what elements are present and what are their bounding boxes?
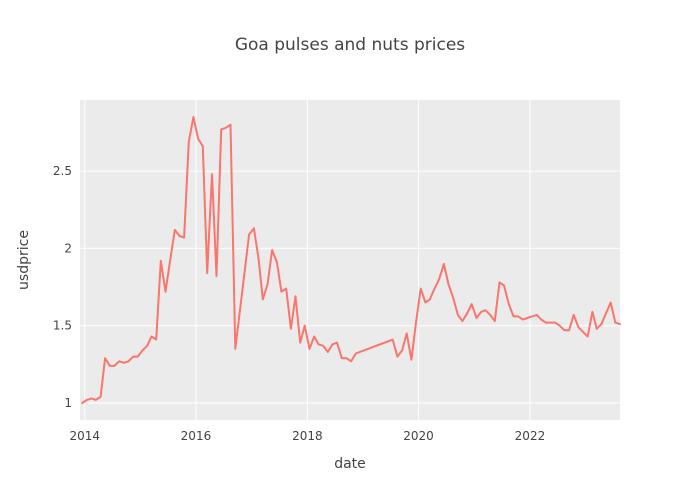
- y-tick-label: 2.5: [53, 164, 72, 178]
- x-tick-label: 2022: [515, 429, 546, 443]
- series-layer: [81, 116, 621, 404]
- x-tick-label: 2014: [69, 429, 100, 443]
- y-axis-ticks: 1 1.5 2 2.5: [53, 164, 72, 410]
- y-tick-label: 1: [64, 396, 72, 410]
- x-axis-ticks: 2014 2016 2018 2020 2022: [69, 429, 545, 443]
- gridlines: [80, 100, 620, 420]
- y-tick-label: 1.5: [53, 319, 72, 333]
- x-tick-label: 2016: [181, 429, 212, 443]
- price-series-line: [81, 116, 621, 404]
- chart-title: Goa pulses and nuts prices: [235, 35, 465, 55]
- x-tick-label: 2018: [292, 429, 323, 443]
- x-tick-label: 2020: [403, 429, 434, 443]
- y-axis-title: usdprice: [16, 230, 32, 290]
- y-tick-label: 2: [64, 241, 72, 255]
- x-axis-title: date: [334, 456, 366, 472]
